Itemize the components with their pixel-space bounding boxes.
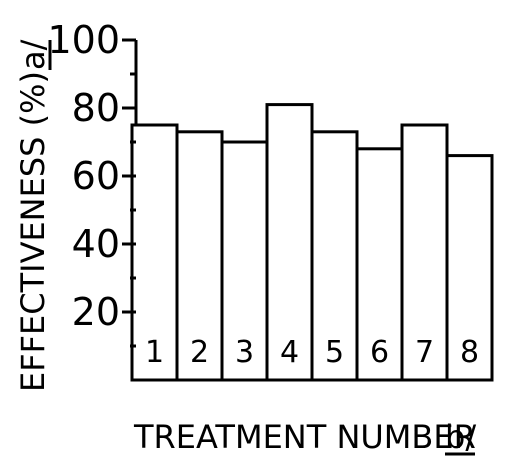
x-axis-title-footnote: b/	[445, 418, 476, 456]
bar-label-2: 2	[190, 335, 209, 370]
y-tick-label-60: 60	[72, 154, 120, 198]
y-tick-label-80: 80	[72, 86, 120, 130]
y-tick-label-20: 20	[72, 290, 120, 334]
bar-6	[355, 147, 404, 382]
bar-label-3: 3	[235, 335, 254, 370]
bar-label-4: 4	[280, 335, 299, 370]
chart-y-ticks: 20 40 60 80 100	[47, 18, 136, 348]
bar-label-5: 5	[325, 335, 344, 370]
bar-label-8: 8	[460, 335, 479, 370]
bar-3	[220, 140, 269, 382]
y-axis-title: EFFECTIVENESS (%)	[14, 71, 52, 392]
y-tick-label-40: 40	[72, 222, 120, 266]
bar-label-7: 7	[415, 335, 434, 370]
y-axis-title-group: EFFECTIVENESS (%) a/	[14, 39, 52, 392]
bar-8	[445, 154, 494, 382]
bar-label-6: 6	[370, 335, 389, 370]
y-tick-label-100: 100	[47, 18, 120, 62]
bar-4	[265, 103, 314, 382]
chart-bars	[130, 103, 494, 382]
bar-label-1: 1	[145, 335, 164, 370]
y-axis-title-footnote: a/	[14, 39, 52, 70]
x-axis-title: TREATMENT NUMBER	[133, 418, 476, 456]
bar-7	[400, 123, 449, 382]
